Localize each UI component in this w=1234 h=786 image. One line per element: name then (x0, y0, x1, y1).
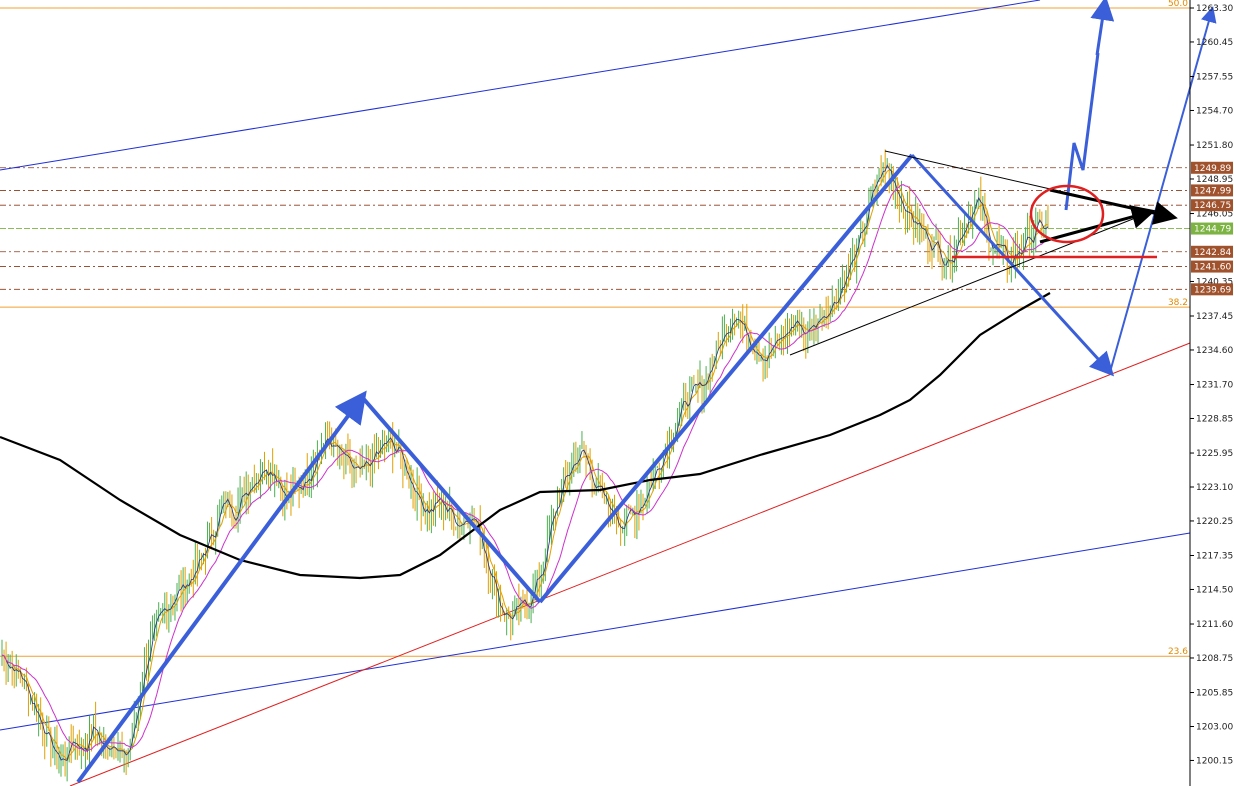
price-badge (1191, 199, 1233, 212)
axis-tick-label: 1228.85 (1196, 414, 1233, 424)
consolidation-circle (1029, 184, 1105, 244)
price-badge (1191, 161, 1233, 174)
drawn-annotations (76, 0, 1217, 784)
triangle-upper-arrow (1049, 188, 1178, 225)
price-badge-label: 1246.75 (1194, 201, 1231, 211)
price-badge-label: 1239.69 (1194, 285, 1231, 295)
trend-channel-lines (0, 0, 1191, 786)
lower-channel-line (0, 532, 1191, 731)
price-badge (1191, 222, 1233, 235)
axis-tick-label: 1260.45 (1196, 38, 1233, 48)
axis-tick-label: 1217.35 (1196, 552, 1233, 562)
support-trendline (69, 342, 1191, 786)
fib-level-label: 50.0 (1168, 0, 1188, 9)
axis-tick-label: 1223.10 (1196, 483, 1233, 493)
axis-tick-label: 1220.25 (1196, 517, 1233, 527)
fib-level-label: 38.2 (1168, 298, 1188, 308)
price-badge-label: 1244.79 (1194, 225, 1231, 235)
axis-tick-label: 1257.55 (1196, 73, 1233, 83)
axis-tick-label: 1225.95 (1196, 449, 1233, 459)
thin-wave-line (911, 154, 1111, 373)
fib-level-label: 23.6 (1168, 647, 1188, 657)
price-badge-label: 1242.84 (1194, 248, 1231, 258)
axis-tick-label: 1254.70 (1196, 106, 1233, 116)
price-axis: 1263.30 1260.45 1257.55 1254.70 1251.80 1248.… (1189, 0, 1233, 786)
impulse-wave-1 (76, 390, 367, 784)
upper-channel-line (0, 0, 1041, 171)
impulse-wave-3 (538, 153, 914, 604)
axis-tick-label: 1211.60 (1196, 620, 1233, 630)
price-badge-label: 1249.89 (1194, 164, 1231, 174)
thin-wave-line (361, 396, 541, 603)
axis-tick-label: 1203.00 (1196, 722, 1233, 732)
axis-tick-label: 1200.15 (1196, 756, 1233, 766)
axis-tick-label: 1237.45 (1196, 312, 1233, 322)
axis-tick-label: 1263.30 (1196, 4, 1233, 14)
price-badge (1191, 260, 1233, 273)
price-badge (1191, 184, 1233, 197)
price-badge-label: 1241.60 (1194, 263, 1231, 273)
horizontal-price-lines (0, 167, 1190, 290)
axis-tick-label: 1240.35 (1196, 277, 1233, 287)
price-badge-label: 1247.99 (1194, 186, 1231, 196)
mid-moving-average (1, 184, 1049, 752)
fibonacci-levels: 50.0 38.2 23.6 (0, 0, 1190, 657)
axis-tick-label: 1231.70 (1196, 381, 1233, 391)
axis-tick-label: 1234.60 (1196, 346, 1233, 356)
axis-tick-label: 1208.75 (1196, 654, 1233, 664)
moving-averages (0, 164, 1051, 762)
axis-tick-label: 1251.80 (1196, 141, 1233, 151)
price-badge (1191, 283, 1233, 296)
short-moving-average (1, 164, 1049, 762)
triangle-lower-arrow (1039, 205, 1156, 244)
projected-breakout-path (1064, 0, 1115, 211)
axis-tick-label: 1205.85 (1196, 689, 1233, 699)
projected-rally (1109, 6, 1217, 373)
axis-tick-label: 1246.05 (1196, 210, 1233, 220)
slow-moving-average (0, 292, 1051, 580)
axis-tick-label: 1248.95 (1196, 175, 1233, 185)
price-badges: 1249.89 1247.99 1246.75 1244.79 1242.84 1241.… (1191, 161, 1233, 296)
axis-tick-label: 1214.50 (1196, 585, 1233, 595)
price-badge (1191, 245, 1233, 258)
